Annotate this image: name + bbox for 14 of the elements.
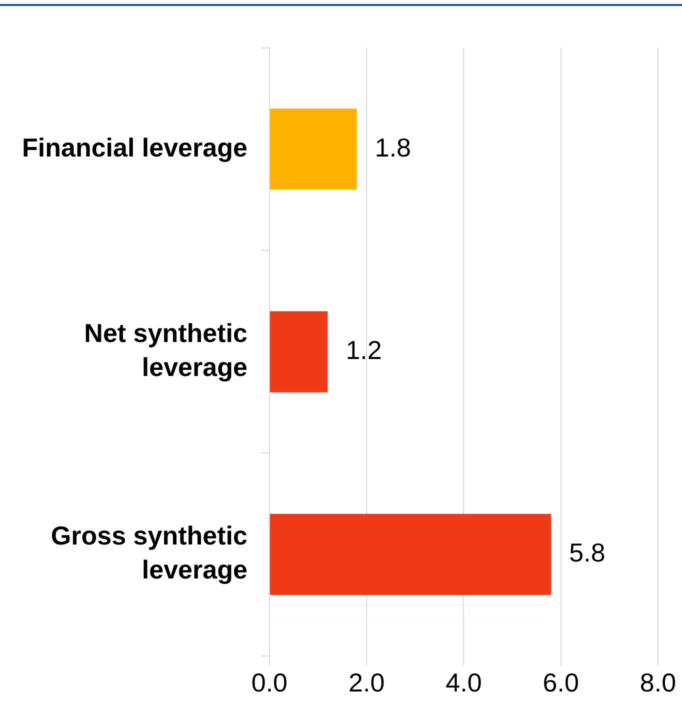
y-tick-label: Financial leverage — [22, 132, 248, 162]
data-label: 1.2 — [346, 334, 382, 365]
x-tick-label: 2.0 — [348, 668, 385, 698]
x-tick-label: 6.0 — [542, 668, 579, 698]
y-tick-label: Gross synthetic leverage — [50, 520, 248, 585]
data-label: 1.8 — [374, 132, 412, 162]
y-tick-label: Net synthetic leverage — [84, 318, 248, 382]
bar — [270, 108, 357, 190]
x-tick-label: 8.0 — [640, 668, 676, 698]
x-tick-label: 0.0 — [251, 668, 288, 698]
bar — [270, 514, 552, 595]
x-tick-label: 4.0 — [446, 668, 482, 698]
bar — [270, 311, 328, 392]
data-label: 5.8 — [569, 538, 606, 568]
